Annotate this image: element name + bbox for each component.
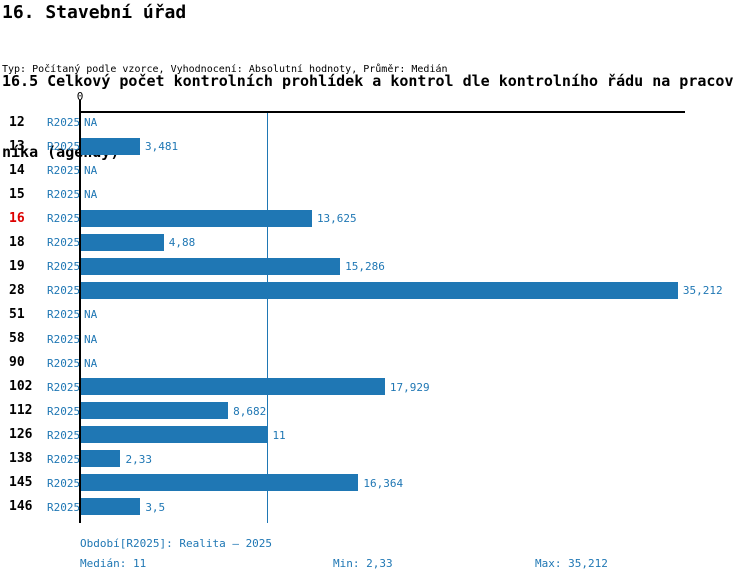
value-bar <box>81 450 121 468</box>
row-id-label: 146 <box>9 499 33 515</box>
y-axis-line <box>79 100 81 523</box>
value-bar <box>81 209 312 227</box>
chart-row: 15 R2025 NA <box>0 182 750 206</box>
na-value-label: NA <box>84 332 98 346</box>
row-period-label: R2025 <box>47 260 81 274</box>
chart-row: 12 R2025 NA <box>0 110 750 134</box>
row-id-label: 28 <box>9 282 25 298</box>
chart-meta-info: Typ: Počítaný podle vzorce, Vyhodnocení:… <box>2 64 448 75</box>
row-period-label: R2025 <box>47 332 81 346</box>
na-value-label: NA <box>84 308 98 322</box>
chart-row: 112 R2025 8,682 <box>0 399 750 423</box>
bar-value-label: 16,364 <box>363 476 404 490</box>
row-period-label: R2025 <box>47 164 81 178</box>
bar-value-label: 11 <box>272 428 286 442</box>
median-grid-line <box>266 113 268 523</box>
bar-value-label: 8,682 <box>233 404 267 418</box>
row-id-label: 18 <box>9 234 25 250</box>
chart-row: 58 R2025 NA <box>0 327 750 351</box>
chart-row: 16 R2025 13,625 <box>0 206 750 230</box>
footer-min-stat: Min: 2,33 <box>333 557 393 570</box>
chart-row: 146 R2025 3,5 <box>0 495 750 519</box>
chart-row: 126 R2025 11 <box>0 423 750 447</box>
chart-row: 90 R2025 NA <box>0 351 750 375</box>
row-period-label: R2025 <box>47 476 81 490</box>
bar-value-label: 35,212 <box>682 284 723 298</box>
na-value-label: NA <box>84 164 98 178</box>
row-id-label: 138 <box>9 451 33 467</box>
chart-title: 16.5 Celkový počet kontrolních prohlídek… <box>2 23 734 211</box>
row-id-label: 112 <box>9 403 33 419</box>
bar-value-label: 2,33 <box>125 452 152 466</box>
value-bar <box>81 137 140 155</box>
value-bar <box>81 257 341 275</box>
row-id-label: 14 <box>9 162 25 178</box>
row-id-label: 145 <box>9 475 33 491</box>
row-period-label: R2025 <box>47 236 81 250</box>
row-id-label-highlighted: 16 <box>9 210 25 226</box>
footer-max-stat: Max: 35,212 <box>535 557 608 570</box>
bar-value-label: 13,625 <box>316 212 357 226</box>
row-id-label: 90 <box>9 355 25 371</box>
chart-row: 102 R2025 17,929 <box>0 375 750 399</box>
bar-value-label: 4,88 <box>168 236 196 250</box>
chart-row: 18 R2025 4,88 <box>0 230 750 254</box>
chart-row: 138 R2025 2,33 <box>0 447 750 471</box>
chart-row: 145 R2025 16,364 <box>0 471 750 495</box>
row-id-label: 13 <box>9 138 25 154</box>
value-bar <box>81 426 268 444</box>
chart-row: 13 R2025 3,481 <box>0 134 750 158</box>
row-id-label: 12 <box>9 114 25 130</box>
bar-value-label: 15,286 <box>345 260 385 274</box>
row-period-label: R2025 <box>47 452 81 466</box>
na-value-label: NA <box>84 116 98 129</box>
chart-title-line-1: 16.5 Celkový počet kontrolních prohlídek… <box>2 72 734 90</box>
bar-value-label: 17,929 <box>389 380 430 394</box>
na-value-label: NA <box>84 356 98 370</box>
row-period-label: R2025 <box>47 212 81 226</box>
row-period-label: R2025 <box>47 380 81 394</box>
value-bar <box>81 378 385 396</box>
bar-value-label: 3,481 <box>145 140 179 154</box>
row-id-label: 102 <box>9 379 33 395</box>
chart-row: 51 R2025 NA <box>0 302 750 326</box>
row-period-label: R2025 <box>47 500 81 514</box>
x-axis-zero-tick-label: 0 <box>76 90 84 103</box>
row-id-label: 15 <box>9 186 25 202</box>
x-axis-line <box>79 111 685 113</box>
value-bar <box>81 233 164 251</box>
row-id-label: 126 <box>9 427 33 443</box>
row-period-label: R2025 <box>47 428 81 442</box>
row-period-label: R2025 <box>47 308 81 322</box>
bar-value-label: 3,5 <box>145 500 166 514</box>
value-bar <box>81 498 141 516</box>
value-bar <box>81 474 359 492</box>
row-period-label: R2025 <box>47 116 81 129</box>
page-title: 16. Stavební úřad <box>2 2 187 23</box>
footer-period-label: Období[R2025]: Realita – 2025 <box>80 537 273 550</box>
chart-row: 28 R2025 35,212 <box>0 278 750 302</box>
row-period-label: R2025 <box>47 188 81 202</box>
row-period-label: R2025 <box>47 404 81 418</box>
row-period-label: R2025 <box>47 356 81 370</box>
value-bar <box>81 281 678 299</box>
row-period-label: R2025 <box>47 140 81 154</box>
chart-row: 19 R2025 15,286 <box>0 254 750 278</box>
row-period-label: R2025 <box>47 284 81 298</box>
row-id-label: 19 <box>9 258 25 274</box>
chart-row: 14 R2025 NA <box>0 158 750 182</box>
row-id-label: 51 <box>9 306 25 322</box>
na-value-label: NA <box>84 188 98 202</box>
row-id-label: 58 <box>9 331 25 347</box>
value-bar <box>81 402 229 420</box>
footer-median-stat: Medián: 11 <box>80 557 147 570</box>
